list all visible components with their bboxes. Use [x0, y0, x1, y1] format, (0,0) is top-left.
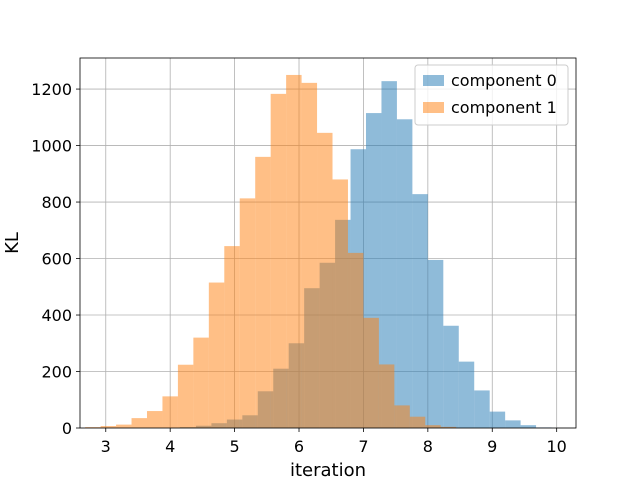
- histogram-bar-series-1: [425, 425, 441, 428]
- x-tick-label: 6: [294, 437, 304, 456]
- histogram-bar-series-0: [458, 361, 475, 428]
- histogram-bar-series-1: [193, 337, 209, 428]
- y-tick-label: 1200: [31, 80, 72, 99]
- legend-swatch: [423, 75, 444, 86]
- y-tick-label: 1000: [31, 137, 72, 156]
- histogram-bar-series-1: [208, 282, 225, 428]
- histogram-bar-series-1: [347, 252, 364, 428]
- plot-frame: [79, 57, 577, 429]
- x-tick-label: 10: [546, 437, 566, 456]
- histogram-bar-series-1: [162, 396, 178, 428]
- histogram-bar-series-0: [396, 119, 413, 429]
- x-tick-label: 5: [230, 437, 240, 456]
- y-tick-label: 0: [62, 419, 72, 438]
- histogram-bar-series-1: [224, 246, 240, 428]
- histogram-bar-series-1: [270, 93, 287, 428]
- histogram-bar-series-0: [381, 81, 397, 428]
- histogram-bar-series-1: [440, 426, 457, 428]
- legend: component 0 component 1: [414, 64, 569, 126]
- legend-box: [414, 64, 569, 126]
- legend-entry-label: component 1: [451, 98, 557, 117]
- histogram-bar-series-1: [409, 416, 426, 428]
- x-tick-label: 3: [101, 437, 111, 456]
- histogram-bar-series-1: [146, 411, 163, 428]
- histogram-bar-series-1: [394, 405, 410, 428]
- y-axis-label: KL: [2, 232, 23, 254]
- legend-swatch: [423, 102, 444, 113]
- x-tick-label: 8: [423, 437, 433, 456]
- y-tick-label: 600: [41, 250, 72, 269]
- histogram-bar-series-1: [85, 427, 101, 428]
- histogram-bar-series-1: [239, 198, 256, 428]
- histogram-bar-series-1: [131, 418, 147, 428]
- histogram-bar-series-0: [474, 390, 490, 428]
- bars-layer: [85, 74, 552, 429]
- histogram-bar-series-0: [489, 411, 506, 428]
- histogram-bar-series-1: [378, 364, 395, 428]
- axes-layer: 3 4 5 6 7 8 9 10 0 200 400 600 800 1000 1200: [31, 57, 577, 456]
- histogram-bar-series-1: [100, 426, 117, 428]
- histogram-bar-series-0: [443, 325, 459, 428]
- histogram-bar-series-1: [116, 424, 132, 428]
- histogram-bar-series-0: [412, 194, 428, 428]
- histogram-bar-series-0: [520, 425, 537, 428]
- histogram-bar-series-1: [317, 132, 333, 428]
- histogram-bar-series-1: [177, 364, 194, 428]
- histogram-bar-series-0: [427, 259, 444, 428]
- x-tick-label: 9: [487, 437, 497, 456]
- y-tick-label: 200: [41, 363, 72, 382]
- histogram-bar-series-1: [255, 156, 271, 428]
- x-axis-label: iteration: [290, 460, 366, 480]
- x-tick-label: 7: [358, 437, 368, 456]
- histogram-bar-series-1: [332, 179, 348, 428]
- histogram-bar-series-1: [301, 82, 318, 428]
- y-tick-label: 400: [41, 306, 72, 325]
- legend-entry-label: component 0: [451, 71, 557, 90]
- histogram-bar-series-1: [286, 74, 302, 428]
- y-tick-label: 800: [41, 193, 72, 212]
- histogram-bar-series-0: [505, 420, 521, 428]
- histogram-bar-series-1: [363, 317, 379, 428]
- x-tick-label: 4: [165, 437, 175, 456]
